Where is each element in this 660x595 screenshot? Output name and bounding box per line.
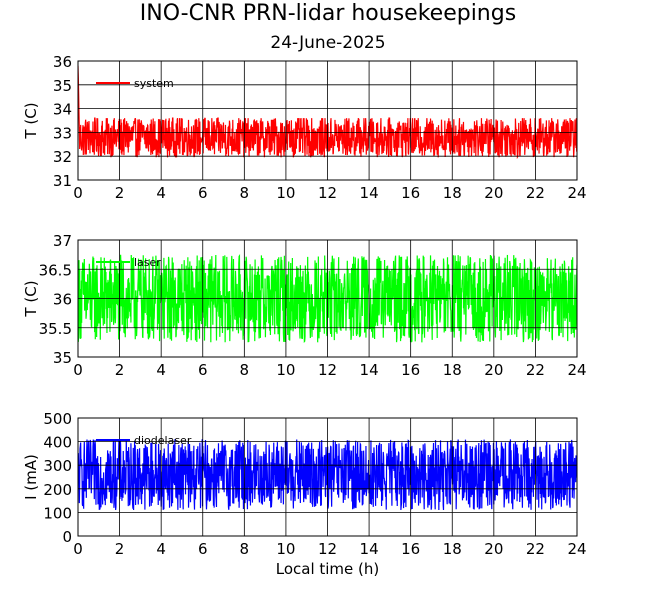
x-tick-label: 10: [276, 361, 295, 379]
x-tick-label: 20: [484, 540, 503, 558]
x-tick-label: 18: [443, 361, 462, 379]
x-tick-label: 8: [240, 540, 250, 558]
x-tick-label: 6: [198, 540, 208, 558]
x-tick-label: 24: [567, 184, 586, 202]
legend-label-system: system: [134, 77, 174, 90]
x-tick-label: 14: [360, 540, 379, 558]
y-tick-label: 31: [53, 172, 72, 190]
x-tick-label: 20: [484, 184, 503, 202]
x-tick-label: 22: [526, 184, 545, 202]
y-tick-label: 36: [53, 291, 72, 309]
x-tick-label: 20: [484, 361, 503, 379]
x-tick-label: 0: [73, 361, 83, 379]
y-tick-label: 34: [53, 101, 72, 119]
x-tick-label: 16: [401, 540, 420, 558]
x-tick-label: 12: [318, 184, 337, 202]
y-tick-label: 300: [43, 457, 72, 475]
x-tick-label: 10: [276, 540, 295, 558]
plot-frame: [77, 417, 578, 537]
y-tick-label: 32: [53, 148, 72, 166]
x-tick-label: 12: [318, 540, 337, 558]
x-tick-label: 4: [156, 361, 166, 379]
y-tick-label: 0: [62, 528, 72, 546]
x-tick-label: 22: [526, 361, 545, 379]
y-axis-label: T (C): [22, 280, 40, 317]
x-tick-label: 8: [240, 184, 250, 202]
x-tick-label: 16: [401, 361, 420, 379]
y-tick-label: 33: [53, 124, 72, 142]
y-tick-label: 37: [53, 232, 72, 250]
x-tick-label: 18: [443, 184, 462, 202]
x-tick-label: 22: [526, 540, 545, 558]
legend-label-diodelaser: diodelaser: [134, 434, 192, 447]
x-tick-label: 18: [443, 540, 462, 558]
plot-frame: [77, 239, 578, 358]
figure-subtitle: 24-June-2025: [270, 33, 385, 53]
y-tick-label: 400: [43, 434, 72, 452]
x-tick-label: 24: [567, 540, 586, 558]
y-axis-label: I (mA): [22, 454, 40, 500]
x-tick-label: 24: [567, 361, 586, 379]
x-tick-label: 14: [360, 184, 379, 202]
x-tick-label: 6: [198, 361, 208, 379]
y-tick-label: 200: [43, 481, 72, 499]
y-tick-label: 100: [43, 504, 72, 522]
x-axis-label: Local time (h): [276, 560, 380, 578]
plot-frame: [77, 60, 578, 181]
x-tick-label: 6: [198, 184, 208, 202]
y-tick-label: 35: [53, 77, 72, 95]
figure-title: INO-CNR PRN-lidar housekeepings: [140, 1, 516, 26]
y-axis-label: T (C): [22, 102, 40, 139]
x-tick-label: 0: [73, 540, 83, 558]
y-tick-label: 36.5: [39, 261, 72, 279]
x-tick-label: 16: [401, 184, 420, 202]
y-tick-label: 500: [43, 410, 72, 428]
y-tick-label: 35.5: [39, 320, 72, 338]
x-tick-label: 2: [115, 184, 125, 202]
x-tick-label: 2: [115, 361, 125, 379]
x-tick-label: 12: [318, 361, 337, 379]
y-tick-label: 35: [53, 349, 72, 367]
x-tick-label: 4: [156, 540, 166, 558]
y-tick-label: 36: [53, 53, 72, 71]
legend-label-laser: laser: [134, 256, 161, 269]
x-tick-label: 10: [276, 184, 295, 202]
x-tick-label: 2: [115, 540, 125, 558]
x-tick-label: 14: [360, 361, 379, 379]
x-tick-label: 4: [156, 184, 166, 202]
x-tick-label: 0: [73, 184, 83, 202]
x-tick-label: 8: [240, 361, 250, 379]
